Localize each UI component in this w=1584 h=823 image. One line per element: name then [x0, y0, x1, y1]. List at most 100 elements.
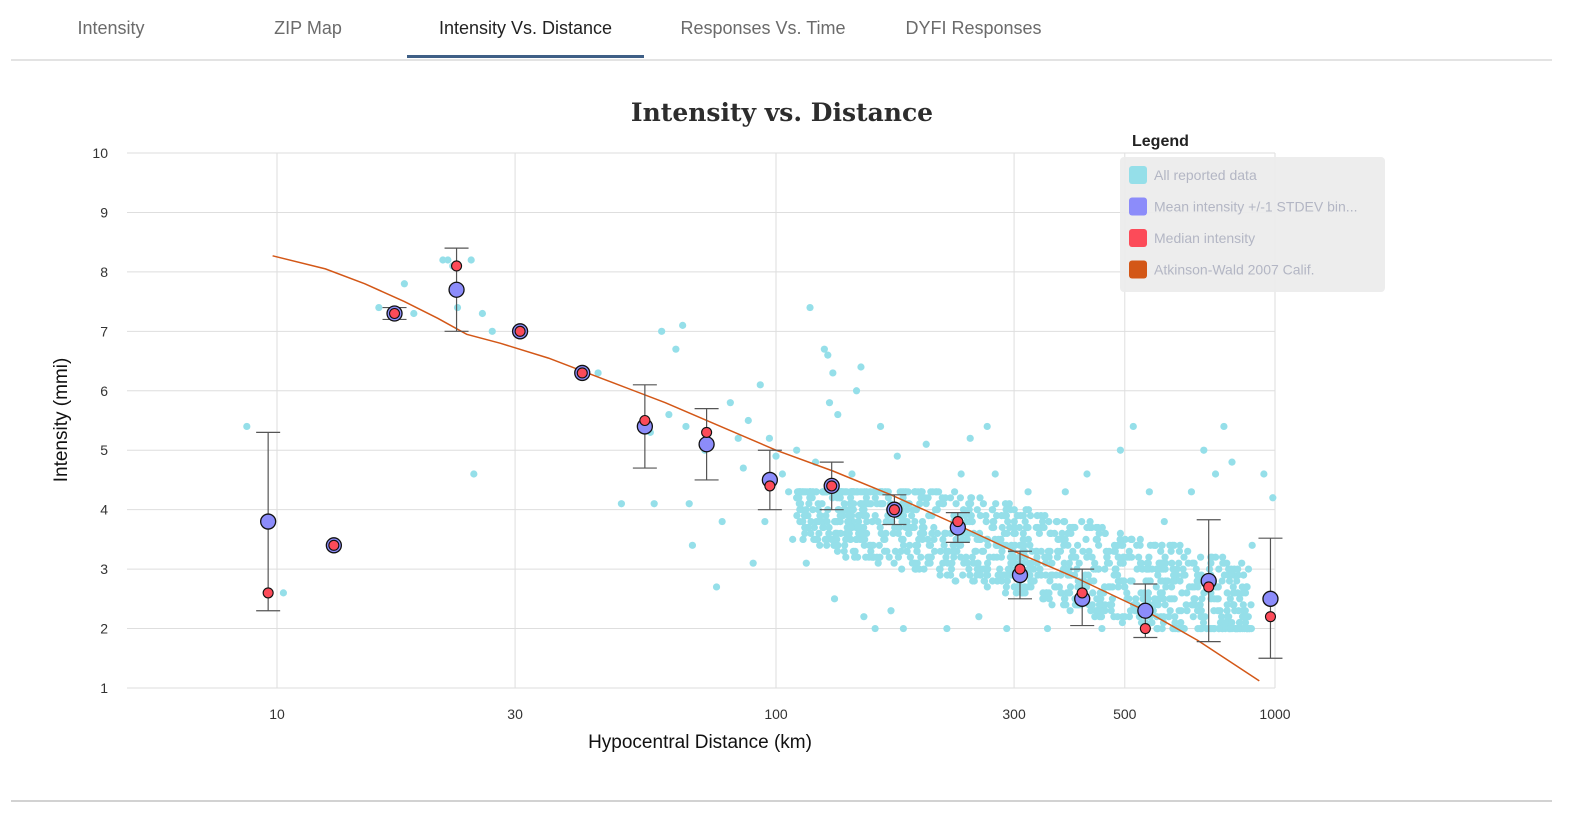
reported-data-point: [1128, 577, 1136, 585]
reported-data-point: [814, 506, 823, 514]
reported-data-point: [936, 547, 945, 555]
reported-data-point: [887, 607, 895, 615]
reported-data-point: [1110, 571, 1118, 579]
reported-data-point: [824, 351, 832, 359]
reported-data-point: [898, 565, 906, 573]
reported-data-point: [844, 518, 852, 526]
reported-data-point: [1168, 559, 1176, 567]
reported-data-point: [899, 488, 907, 496]
reported-data-point: [943, 624, 951, 633]
reported-data-point: [1223, 601, 1231, 609]
reported-data-point: [793, 511, 801, 520]
y-tick-label: 9: [100, 204, 108, 220]
reported-data-point: [851, 553, 859, 561]
reported-data-point: [453, 303, 462, 312]
tab-dyfi-responses[interactable]: DYFI Responses: [905, 18, 1042, 38]
reported-data-point: [988, 577, 997, 585]
reported-data-point: [843, 488, 851, 496]
median-intensity-point: [1139, 623, 1151, 635]
reported-data-point: [1189, 601, 1197, 609]
reported-data-point: [878, 500, 886, 508]
reported-data-point: [1101, 565, 1109, 573]
reported-data-point: [825, 399, 834, 407]
reported-data-point: [952, 577, 960, 585]
reported-data-point: [1047, 571, 1055, 579]
reported-data-point: [820, 523, 828, 532]
reported-data-point: [917, 553, 925, 561]
reported-data-point: [1145, 553, 1153, 561]
tab-intensity[interactable]: Intensity: [77, 18, 145, 38]
legend-swatch: [1129, 166, 1147, 184]
reported-data-point: [1143, 559, 1151, 567]
reported-data-point: [983, 565, 992, 573]
reported-data-point: [933, 529, 942, 538]
reported-data-point: [812, 518, 821, 526]
reported-data-point: [866, 488, 874, 496]
reported-data-point: [982, 511, 990, 520]
reported-data-point: [965, 565, 973, 573]
reported-data-point: [1039, 518, 1047, 526]
reported-data-point: [980, 577, 988, 585]
reported-data-point: [1021, 518, 1029, 526]
reported-data-point: [1176, 577, 1184, 585]
tab-responses-vs-time[interactable]: Responses Vs. Time: [680, 18, 846, 38]
reported-data-point: [904, 488, 912, 496]
reported-data-point: [1068, 523, 1076, 532]
reported-data-point: [488, 327, 496, 335]
reported-data-point: [375, 303, 383, 312]
reported-data-point: [1229, 589, 1237, 597]
reported-data-point: [1118, 619, 1126, 627]
tab-zip-map[interactable]: ZIP Map: [274, 18, 342, 38]
reported-data-point: [685, 500, 693, 508]
reported-data-point: [1012, 589, 1020, 597]
reported-data-point: [816, 541, 824, 549]
reported-data-point: [1156, 589, 1164, 597]
reported-data-point: [984, 541, 992, 549]
reported-data-point: [617, 500, 626, 508]
reported-data-point: [802, 559, 810, 567]
reported-data-point: [1144, 589, 1152, 597]
reported-data-point: [974, 559, 982, 567]
reported-data-point: [930, 535, 938, 544]
reported-data-point: [810, 523, 819, 532]
reported-data-point: [1107, 607, 1115, 615]
reported-data-point: [833, 494, 842, 502]
atkinson-wald-curve-group: [272, 255, 1260, 682]
reported-data-point: [1022, 523, 1030, 532]
reported-data-point: [853, 535, 861, 544]
reported-data-point: [1082, 535, 1090, 544]
reported-data-point: [973, 506, 981, 514]
reported-data-point: [920, 529, 928, 538]
reported-data-point: [718, 517, 726, 526]
reported-data-point: [1123, 589, 1131, 597]
reported-data-point: [894, 529, 902, 538]
reported-data-point: [915, 565, 923, 573]
legend: Legend All reported data Mean intensity +…: [1120, 133, 1385, 292]
median-intensity-point: [1203, 581, 1215, 593]
reported-data-point: [976, 511, 985, 520]
reported-data-point: [801, 529, 809, 538]
reported-data-point: [1027, 583, 1035, 591]
chart-title: Intensity vs. Distance: [631, 98, 933, 127]
reported-data-point: [1230, 601, 1238, 609]
reported-data-point: [931, 506, 940, 514]
reported-data-point: [1043, 553, 1051, 561]
reported-data-point: [1088, 601, 1096, 609]
reported-data-point: [842, 553, 850, 561]
reported-data-point: [1210, 595, 1218, 603]
y-tick-label: 4: [100, 502, 108, 518]
reported-data-point: [1060, 601, 1068, 609]
reported-data-point: [1064, 541, 1072, 549]
reported-data-point: [1002, 506, 1010, 514]
tab-intensity-vs-distance[interactable]: Intensity Vs. Distance: [407, 0, 644, 58]
reported-data-point: [905, 529, 913, 538]
median-intensity-point: [576, 367, 588, 379]
reported-data-point: [1190, 583, 1198, 591]
median-intensity-point: [1014, 563, 1026, 575]
reported-data-point: [899, 535, 907, 544]
reported-data-point: [863, 529, 871, 538]
reported-data-point: [1083, 470, 1091, 478]
reported-data-point: [889, 529, 897, 538]
reported-data-point: [874, 559, 882, 567]
y-tick-label: 8: [100, 264, 108, 280]
